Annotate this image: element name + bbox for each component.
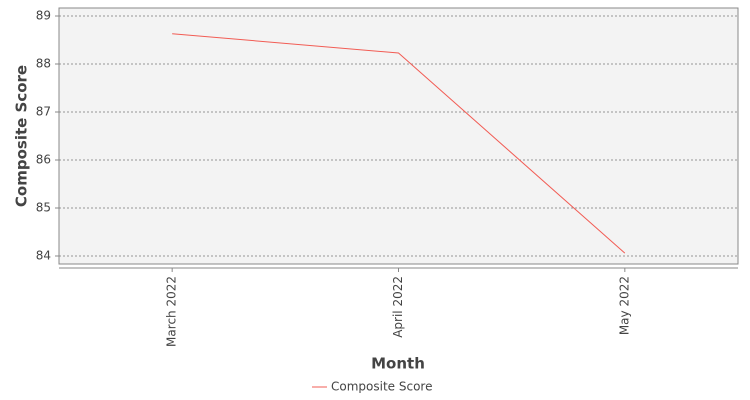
series-line bbox=[172, 33, 626, 254]
legend-label: Composite Score bbox=[331, 380, 432, 394]
y-tick-label: 88 bbox=[36, 57, 51, 71]
y-tick-label: 84 bbox=[36, 248, 51, 262]
plot-area bbox=[58, 7, 739, 265]
x-tick-label: April 2022 bbox=[391, 276, 405, 338]
x-tick-label: May 2022 bbox=[617, 276, 631, 335]
y-tick-label: 89 bbox=[36, 9, 51, 23]
y-tick-label: 87 bbox=[36, 105, 51, 119]
y-tick-label: 85 bbox=[36, 200, 51, 214]
x-tick-label: March 2022 bbox=[165, 276, 179, 347]
y-axis-title: Composite Score bbox=[13, 65, 31, 207]
y-tick-label: 86 bbox=[36, 152, 51, 166]
x-axis-title: Month bbox=[371, 355, 425, 373]
